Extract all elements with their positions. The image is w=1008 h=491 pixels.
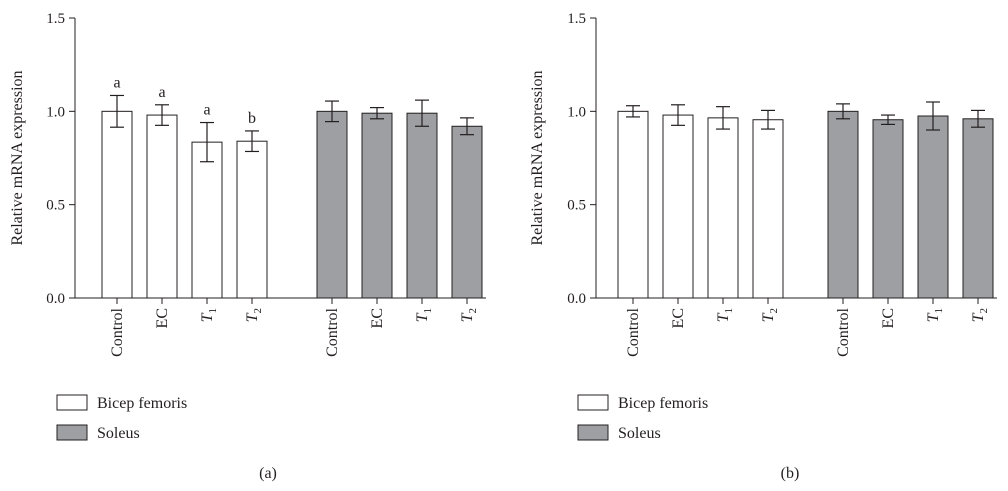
y-tick-label: 1.0 (46, 104, 65, 120)
category-name: EC (880, 308, 897, 328)
bar (451, 125, 483, 299)
y-tick-label: 0.5 (567, 198, 586, 214)
category-subscript: 2 (467, 308, 479, 314)
x-category-label: T1 (199, 308, 219, 322)
y-tick-label: 1.5 (46, 11, 65, 27)
legend-label: Soleus (97, 425, 140, 442)
bar (191, 141, 223, 299)
category-subscript: 2 (252, 308, 264, 314)
category-name: T (414, 312, 431, 322)
category-name: T (925, 312, 942, 322)
x-category-label: Control (835, 307, 852, 356)
category-subscript: 1 (422, 308, 434, 314)
category-name: Control (324, 307, 341, 356)
legend-label: Soleus (618, 425, 661, 442)
category-name: EC (154, 308, 171, 328)
bar (827, 110, 859, 299)
bar (406, 112, 438, 299)
y-tick-label: 0.5 (46, 198, 65, 214)
x-category-label: EC (670, 308, 687, 328)
bar (662, 114, 694, 299)
category-subscript: 1 (207, 308, 219, 314)
x-category-label: T1 (715, 308, 735, 322)
category-name: EC (369, 308, 386, 328)
category-subscript: 1 (723, 308, 735, 314)
category-name: T (244, 312, 261, 322)
y-tick-label: 1.0 (567, 104, 586, 120)
category-name: T (970, 312, 987, 322)
category-subscript: 1 (933, 308, 945, 314)
legend-item: Soleus (577, 424, 661, 442)
bar (962, 118, 994, 299)
panel-label: (a) (259, 465, 277, 482)
bar (917, 115, 949, 299)
significance-letter: a (113, 74, 120, 91)
x-category-label: T2 (459, 308, 479, 322)
category-name: Control (109, 307, 126, 356)
legend-label: Bicep femoris (618, 395, 708, 412)
y-tick-label: 1.5 (567, 11, 586, 27)
x-category-label: Control (109, 307, 126, 356)
y-tick-label: 0.0 (567, 291, 586, 307)
panel-label: (b) (781, 465, 800, 482)
bar (236, 140, 268, 299)
category-subscript: 2 (768, 308, 780, 314)
legend-item: Soleus (56, 424, 140, 442)
y-axis-label: Relative mRNA expression (529, 70, 546, 245)
x-category-label: EC (880, 308, 897, 328)
legend-swatch (577, 394, 609, 411)
x-category-label: T1 (925, 308, 945, 322)
bar (872, 119, 904, 299)
legend-label: Bicep femoris (97, 395, 187, 412)
category-name: Control (835, 307, 852, 356)
bar (361, 112, 393, 299)
bar (101, 110, 133, 299)
x-category-label: T2 (760, 308, 780, 322)
category-name: EC (670, 308, 687, 328)
legend-swatch (56, 424, 88, 441)
x-category-label: Control (324, 307, 341, 356)
category-name: T (199, 312, 216, 322)
y-axis-label: Relative mRNA expression (9, 70, 26, 245)
chart-panel-a: 0.0 0.5 1.0 1.5 Relative mRNA expression a Con… (9, 11, 486, 482)
bar (707, 117, 739, 299)
bar (146, 114, 178, 299)
legend-swatch (56, 394, 88, 411)
category-name: T (760, 312, 777, 322)
x-category-label: T2 (244, 308, 264, 322)
x-category-label: EC (154, 308, 171, 328)
x-category-label: T2 (970, 308, 990, 322)
bar (316, 110, 348, 299)
x-category-label: T1 (414, 308, 434, 322)
category-subscript: 2 (978, 308, 990, 314)
x-category-label: EC (369, 308, 386, 328)
significance-letter: a (158, 84, 165, 101)
legend-item: Bicep femoris (56, 394, 187, 412)
significance-letter: a (203, 102, 210, 119)
bar (617, 110, 649, 299)
y-tick-label: 0.0 (46, 291, 65, 307)
category-name: Control (625, 307, 642, 356)
significance-letter: b (248, 110, 256, 127)
legend-item: Bicep femoris (577, 394, 708, 412)
chart-panel-b: 0.0 0.5 1.0 1.5 Relative mRNA expression Cont… (529, 11, 997, 482)
category-name: T (459, 312, 476, 322)
x-category-label: Control (625, 307, 642, 356)
category-name: T (715, 312, 732, 322)
bar (752, 119, 784, 299)
legend-swatch (577, 424, 609, 441)
